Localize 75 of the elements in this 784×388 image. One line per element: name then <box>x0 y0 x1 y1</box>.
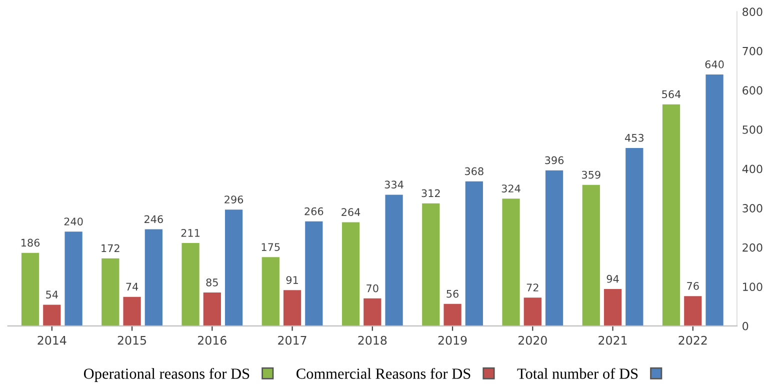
x-tick-label: 2018 <box>358 336 387 345</box>
bar <box>524 298 542 326</box>
bar <box>444 304 462 326</box>
data-label: 240 <box>64 218 83 226</box>
data-label: 91 <box>286 276 298 284</box>
bar <box>545 170 564 326</box>
bar <box>502 198 520 326</box>
legend-label: Operational reasons for DS <box>84 368 250 382</box>
bar <box>21 252 40 326</box>
bar <box>262 257 280 326</box>
data-label: 246 <box>144 215 163 224</box>
y-tick-label: 0 <box>742 322 748 330</box>
data-label: 359 <box>582 170 600 179</box>
data-label: 368 <box>465 167 484 176</box>
bar <box>582 184 600 326</box>
bar <box>305 221 323 326</box>
bar <box>342 222 360 326</box>
bar <box>123 296 141 326</box>
data-label: 85 <box>206 278 218 286</box>
bar <box>144 229 162 326</box>
data-label: 74 <box>126 282 138 291</box>
bar <box>224 210 243 326</box>
data-label: 264 <box>342 208 360 216</box>
x-tick-label: 2022 <box>678 336 707 345</box>
bar <box>465 181 483 326</box>
data-label: 296 <box>224 196 244 204</box>
bar <box>626 148 644 326</box>
bar <box>102 258 120 326</box>
bar <box>283 290 302 326</box>
data-label: 175 <box>262 243 280 251</box>
bar <box>364 298 382 326</box>
x-tick-label: 2019 <box>438 336 467 345</box>
y-tick-label: 500 <box>742 125 762 134</box>
y-tick-label: 700 <box>742 46 762 56</box>
x-tick-label: 2014 <box>38 336 66 345</box>
data-label: 172 <box>102 244 120 252</box>
data-label: 312 <box>422 189 440 198</box>
data-label: 396 <box>545 156 564 164</box>
bar <box>706 74 724 326</box>
y-tick-label: 400 <box>742 164 762 174</box>
x-tick-label: 2015 <box>118 336 146 345</box>
data-label: 72 <box>526 284 538 292</box>
data-label: 76 <box>687 282 699 290</box>
data-label: 186 <box>21 238 40 247</box>
x-tick-label: 2016 <box>198 336 226 345</box>
y-tick-label: 600 <box>742 86 762 95</box>
bar <box>422 203 440 326</box>
bar <box>385 194 403 326</box>
data-label: 70 <box>366 284 378 292</box>
bar <box>182 243 200 326</box>
data-label: 334 <box>384 180 404 189</box>
data-label: 324 <box>502 184 520 192</box>
bar <box>203 292 221 326</box>
data-label: 640 <box>705 60 724 68</box>
data-label: 564 <box>662 90 681 98</box>
bar <box>604 288 622 326</box>
data-label: 453 <box>624 134 644 142</box>
bar <box>64 232 82 326</box>
legend-label: Total number of DS <box>517 368 638 379</box>
bar <box>684 296 702 326</box>
data-label: 211 <box>181 228 200 237</box>
data-label: 266 <box>304 207 324 216</box>
y-tick-label: 300 <box>742 204 762 212</box>
x-tick-label: 2020 <box>518 336 547 345</box>
y-tick-label: 100 <box>743 282 762 292</box>
data-label: 94 <box>606 274 619 283</box>
legend-label: Commercial Reasons for DS <box>296 368 470 379</box>
y-tick-label: 800 <box>742 8 762 16</box>
y-tick-label: 200 <box>742 243 762 252</box>
x-tick-label: 2017 <box>278 336 306 345</box>
data-label: 54 <box>46 290 58 299</box>
x-tick-label: 2021 <box>598 336 627 345</box>
bar <box>662 104 680 326</box>
data-label: 56 <box>446 290 458 298</box>
bar <box>43 304 61 326</box>
